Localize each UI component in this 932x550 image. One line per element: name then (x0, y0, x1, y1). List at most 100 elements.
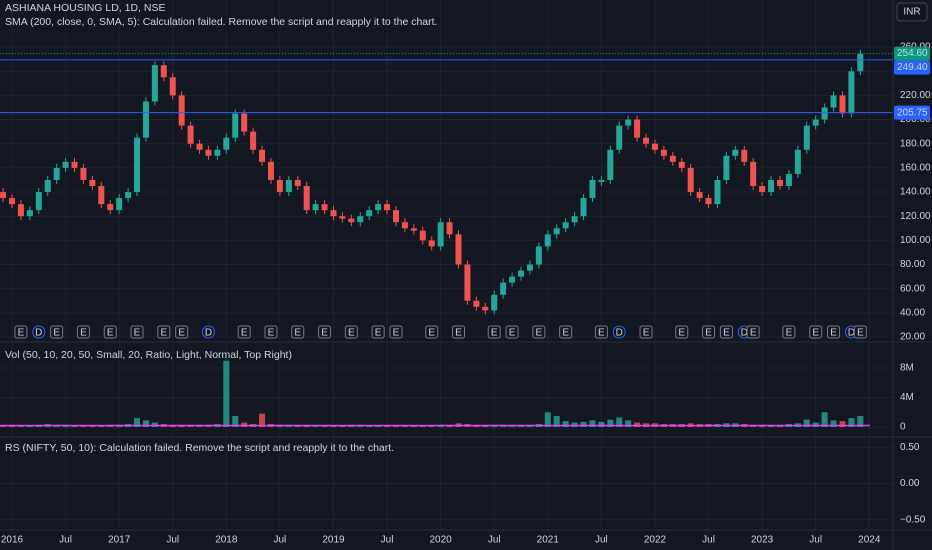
event-marker (291, 325, 305, 339)
x-tick-label: 2020 (430, 535, 453, 546)
candle (616, 125, 623, 150)
price-label-box (894, 60, 930, 75)
event-label: E (134, 328, 141, 339)
volume-bar (562, 421, 569, 427)
candle (53, 167, 60, 180)
candle (169, 77, 176, 96)
x-tick-label: Jul (274, 535, 287, 546)
candle (643, 137, 650, 144)
event-marker (50, 325, 64, 339)
volume-bar (134, 418, 141, 427)
event-label: E (491, 328, 498, 339)
candle (134, 137, 141, 193)
candle (580, 198, 587, 217)
currency-label[interactable]: INR (903, 7, 920, 18)
event-label: E (455, 328, 462, 339)
event-label: E (786, 328, 793, 339)
event-label: E (536, 328, 543, 339)
y-tick-label: 220.00 (900, 90, 931, 101)
event-marker (157, 325, 171, 339)
event-marker (809, 325, 823, 339)
event-marker (175, 325, 189, 339)
y-tick-label: 80.00 (900, 259, 925, 270)
candle (107, 204, 114, 211)
candle (223, 137, 230, 150)
event-label: E (375, 328, 382, 339)
y-tick-label: 140.00 (900, 187, 931, 198)
candle (482, 306, 489, 311)
y-tick-label: 180.00 (900, 138, 931, 149)
volume-bar (259, 413, 266, 427)
candle (267, 161, 274, 180)
price-label: 254.60 (897, 48, 928, 59)
event-label: E (393, 328, 400, 339)
event-marker (103, 325, 117, 339)
candle (732, 149, 739, 156)
candle (17, 204, 24, 217)
candle (35, 192, 42, 211)
candle (62, 161, 69, 168)
candle (160, 65, 167, 78)
candle (776, 179, 783, 186)
y-tick-label: 0.50 (900, 442, 920, 453)
candle (705, 198, 712, 205)
candle (509, 276, 516, 283)
candle (26, 210, 33, 217)
event-label: E (509, 328, 516, 339)
candle (98, 186, 105, 205)
candle (419, 230, 426, 241)
sma-study: SMA (200, close, 0, SMA, 5): Calculation… (5, 16, 437, 28)
candle (803, 125, 810, 150)
candle (0, 192, 7, 199)
volume-bar (375, 425, 382, 427)
candle (768, 179, 775, 193)
candle (312, 204, 319, 211)
vol-study: Vol (50, 10, 20, 50, Small, 20, Ratio, L… (5, 349, 292, 361)
event-label: E (643, 328, 650, 339)
candle (205, 149, 212, 156)
event-label: E (53, 328, 60, 339)
event-label: E (705, 328, 712, 339)
event-marker (702, 325, 716, 339)
event-marker (201, 325, 215, 339)
candle (214, 149, 221, 156)
volume-bar (553, 415, 560, 427)
candle (821, 107, 828, 120)
volume-bar (232, 415, 239, 427)
y-tick-label: 160.00 (900, 163, 931, 174)
volume-bar (857, 415, 864, 427)
event-label: E (348, 328, 355, 339)
event-label: E (160, 328, 167, 339)
volume-bar (410, 425, 417, 427)
candle (518, 270, 525, 277)
x-tick-label: 2024 (858, 535, 881, 546)
candle (830, 95, 837, 108)
candle (562, 222, 569, 229)
candle (598, 179, 605, 182)
y-tick-label: 0 (900, 422, 906, 433)
volume-bar (17, 425, 24, 427)
x-tick-label: Jul (702, 535, 715, 546)
volume-bar (821, 412, 828, 427)
candle (44, 179, 51, 193)
volume-bar (312, 425, 319, 427)
event-marker (389, 325, 403, 339)
candle (196, 143, 203, 150)
candle (142, 101, 149, 138)
event-label: E (562, 328, 569, 339)
currency-button[interactable] (896, 2, 928, 22)
event-marker (32, 325, 46, 339)
event-marker (746, 325, 760, 339)
event-label: E (178, 328, 185, 339)
candle (125, 192, 132, 199)
event-marker (853, 325, 867, 339)
candle (285, 179, 292, 193)
event-marker (559, 325, 573, 339)
volume-bar (223, 360, 230, 427)
event-marker (675, 325, 689, 339)
candle (71, 161, 78, 168)
candle (437, 222, 444, 247)
candle (187, 125, 194, 144)
y-tick-label: 120.00 (900, 211, 931, 222)
candle (634, 119, 641, 138)
